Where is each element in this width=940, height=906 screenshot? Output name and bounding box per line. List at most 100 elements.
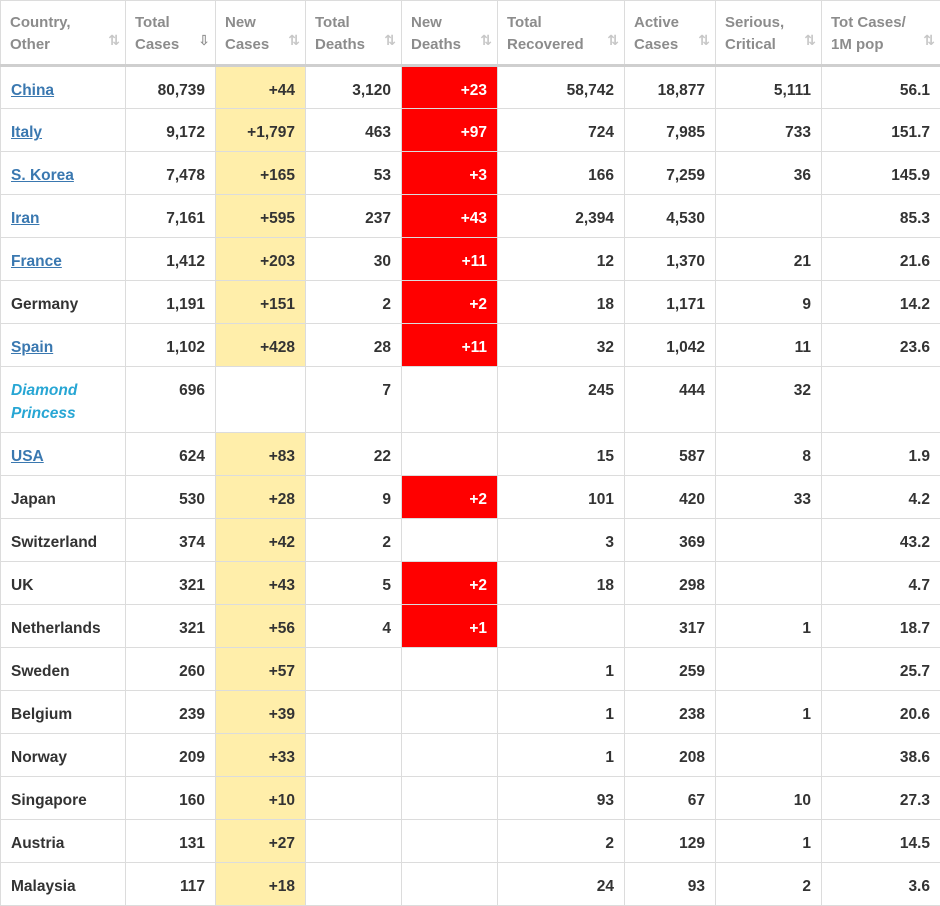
cell-country: Belgium: [1, 691, 126, 734]
country-name: Malaysia: [11, 878, 76, 895]
cell-tot-cases-per-1m: 4.2: [822, 476, 940, 519]
column-header-tot-cases-per-1m[interactable]: Tot Cases/1M pop⇅: [822, 1, 940, 66]
column-header-line2: Cases: [135, 34, 206, 56]
cell-country[interactable]: USA: [1, 433, 126, 476]
cell-total-deaths: [306, 820, 402, 863]
cell-serious-critical: 36: [716, 152, 822, 195]
cell-new-cases: +151: [216, 281, 306, 324]
cell-new-deaths: [402, 734, 498, 777]
cell-tot-cases-per-1m: 85.3: [822, 195, 940, 238]
cell-total-recovered: 1: [498, 648, 625, 691]
cell-tot-cases-per-1m: 27.3: [822, 777, 940, 820]
cell-new-cases: +43: [216, 562, 306, 605]
cell-total-cases: 321: [126, 605, 216, 648]
cell-country: UK: [1, 562, 126, 605]
cell-new-cases: +27: [216, 820, 306, 863]
sort-icon[interactable]: ⇅: [384, 29, 393, 51]
cell-serious-critical: 10: [716, 777, 822, 820]
country-name: Germany: [11, 296, 78, 313]
cell-country[interactable]: China: [1, 66, 126, 109]
cell-tot-cases-per-1m: 14.5: [822, 820, 940, 863]
cell-total-deaths: 53: [306, 152, 402, 195]
cell-new-cases: +44: [216, 66, 306, 109]
column-header-line2: Deaths: [315, 34, 392, 56]
cell-new-cases: +1,797: [216, 109, 306, 152]
sort-icon[interactable]: ⇅: [923, 29, 932, 51]
country-link[interactable]: S. Korea: [11, 167, 74, 184]
cell-total-recovered: 3: [498, 519, 625, 562]
country-link[interactable]: Italy: [11, 124, 42, 141]
sort-icon[interactable]: ⇅: [288, 29, 297, 51]
cell-new-deaths: [402, 648, 498, 691]
column-header-line1: Total: [135, 12, 206, 34]
cell-total-deaths: 22: [306, 433, 402, 476]
cell-total-recovered: 93: [498, 777, 625, 820]
cell-active-cases: 4,530: [625, 195, 716, 238]
cell-country[interactable]: Spain: [1, 324, 126, 367]
sort-descending-icon[interactable]: ⇩: [198, 29, 207, 51]
cell-serious-critical: 33: [716, 476, 822, 519]
country-link[interactable]: France: [11, 253, 62, 270]
cell-country[interactable]: Iran: [1, 195, 126, 238]
cell-total-recovered: 2,394: [498, 195, 625, 238]
cell-new-deaths: [402, 519, 498, 562]
cell-tot-cases-per-1m: 151.7: [822, 109, 940, 152]
cell-new-deaths: [402, 820, 498, 863]
cell-tot-cases-per-1m: 4.7: [822, 562, 940, 605]
cell-total-recovered: 18: [498, 562, 625, 605]
country-link[interactable]: USA: [11, 448, 44, 465]
sort-icon[interactable]: ⇅: [108, 29, 117, 51]
cell-serious-critical: 5,111: [716, 66, 822, 109]
cell-total-deaths: 2: [306, 519, 402, 562]
cell-country[interactable]: S. Korea: [1, 152, 126, 195]
cell-serious-critical: [716, 519, 822, 562]
cell-country: Sweden: [1, 648, 126, 691]
cell-country[interactable]: France: [1, 238, 126, 281]
cell-tot-cases-per-1m: 14.2: [822, 281, 940, 324]
country-link[interactable]: Iran: [11, 210, 39, 227]
cell-total-cases: 131: [126, 820, 216, 863]
country-link[interactable]: China: [11, 82, 54, 99]
cell-total-cases: 9,172: [126, 109, 216, 152]
cell-total-recovered: [498, 605, 625, 648]
cell-new-deaths: +23: [402, 66, 498, 109]
cell-total-cases: 239: [126, 691, 216, 734]
cell-total-cases: 696: [126, 367, 216, 433]
cell-serious-critical: 11: [716, 324, 822, 367]
sort-icon[interactable]: ⇅: [698, 29, 707, 51]
column-header-serious-critical[interactable]: Serious,Critical⇅: [716, 1, 822, 66]
sort-icon[interactable]: ⇅: [480, 29, 489, 51]
cell-country[interactable]: Italy: [1, 109, 126, 152]
column-header-country[interactable]: Country,Other⇅: [1, 1, 126, 66]
cell-serious-critical: 1: [716, 820, 822, 863]
cell-serious-critical: 32: [716, 367, 822, 433]
cell-total-recovered: 58,742: [498, 66, 625, 109]
cell-total-deaths: 237: [306, 195, 402, 238]
cell-new-cases: +203: [216, 238, 306, 281]
cell-serious-critical: [716, 734, 822, 777]
country-name: Singapore: [11, 792, 87, 809]
sort-icon[interactable]: ⇅: [804, 29, 813, 51]
country-link[interactable]: Spain: [11, 339, 53, 356]
cell-total-deaths: 28: [306, 324, 402, 367]
cell-new-cases: +10: [216, 777, 306, 820]
cell-active-cases: 420: [625, 476, 716, 519]
cell-country: Malaysia: [1, 863, 126, 906]
cell-new-cases: +595: [216, 195, 306, 238]
cell-country: Norway: [1, 734, 126, 777]
sort-icon[interactable]: ⇅: [607, 29, 616, 51]
cell-new-cases: [216, 367, 306, 433]
cell-new-cases: +428: [216, 324, 306, 367]
